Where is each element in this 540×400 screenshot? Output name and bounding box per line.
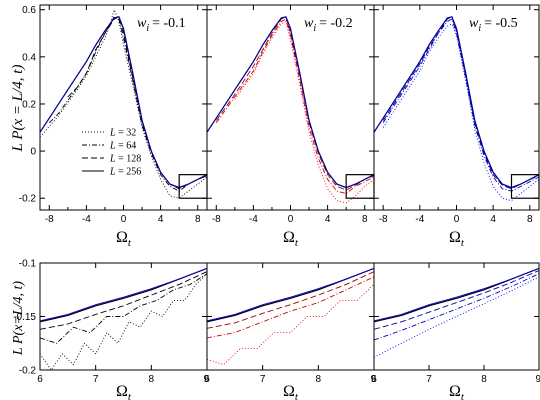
series-line-L-reference: [40, 267, 207, 322]
panel-bottom-1: 6 7 8 9 -0.2 -0.15 -0.1 Ωt: [13, 259, 209, 400]
series-line-L-32: [374, 276, 539, 358]
series-line-L-128: [382, 16, 539, 190]
x-tick-label: 6: [371, 374, 377, 385]
series-line-L-64: [374, 273, 539, 341]
panel-annotation: wi = -0.1: [137, 16, 186, 34]
y-tick-label: -0.2: [19, 366, 37, 377]
legend: L = 32 L = 64 L = 128 L = 256: [82, 128, 141, 178]
series-group: [374, 267, 539, 358]
legend-label: L = 128: [109, 154, 141, 165]
x-axis-label: Ωt: [116, 383, 132, 400]
series-line-L-64: [382, 18, 539, 192]
legend-label: L = 256: [109, 167, 141, 178]
x-axis-label: Ωt: [449, 383, 465, 400]
series-line-L-128: [215, 16, 374, 191]
legend-label: L = 64: [109, 141, 136, 152]
x-tick-label: 8: [362, 214, 368, 225]
y-axis-label-top: L P(x = L/4, t): [10, 65, 26, 153]
series-line-L-reference: [207, 267, 374, 322]
x-tick-label: 8: [149, 374, 155, 385]
series-line-L-128: [67, 16, 207, 190]
series-line-L-256: [40, 267, 207, 323]
series-line-L-256: [207, 16, 374, 189]
panels: -8 -4 0 4 8 -0.2 0 0.2 0.4 0.6 Ωt wi = -0.1 -8 -4 0 4 8 Ωt…: [13, 4, 540, 400]
x-tick-label: 8: [527, 214, 533, 225]
y-tick-label: 0.6: [22, 5, 36, 16]
panel-bottom-3: 6 7 8 9 Ωt: [371, 262, 540, 400]
x-tick-label: 6: [204, 374, 210, 385]
x-tick-label: -8: [45, 214, 54, 225]
x-tick-label: -4: [82, 214, 91, 225]
series-group: [40, 267, 207, 370]
x-tick-label: -4: [415, 214, 424, 225]
panel-top-3: -8 -4 0 4 8 Ωt wi = -0.5: [373, 4, 540, 249]
y-tick-label: 0.2: [22, 99, 36, 110]
series-line-L-64: [48, 16, 207, 192]
y-tick-label: -0.2: [19, 194, 37, 205]
series-line-L-128: [207, 271, 374, 329]
x-tick-label: 7: [426, 374, 432, 385]
x-tick-label: 9: [203, 374, 209, 385]
series-group: [40, 8, 207, 199]
x-tick-label: 8: [316, 374, 322, 385]
x-tick-label: 8: [195, 214, 201, 225]
x-tick-label: 7: [260, 374, 266, 385]
y-axis-label-bottom: L P(x=L/4, t): [11, 281, 26, 356]
series-group: [207, 16, 374, 204]
series-line-L-reference: [374, 267, 539, 322]
series-line-L-32: [234, 20, 374, 204]
series-line-L-256: [207, 267, 374, 323]
panel-annotation: wi = -0.2: [304, 16, 353, 34]
x-tick-label: 8: [481, 374, 487, 385]
plot-frame: [373, 4, 540, 211]
x-tick-label: 9: [370, 374, 376, 385]
x-tick-label: -4: [249, 214, 258, 225]
x-tick-label: 0: [121, 214, 127, 225]
y-tick-label: -0.1: [19, 259, 37, 270]
series-line-L-64: [40, 273, 207, 344]
plot-frame: [39, 4, 208, 211]
x-tick-label: -8: [212, 214, 221, 225]
panel-annotation: wi = -0.5: [469, 16, 518, 34]
series-line-L-256: [374, 16, 539, 189]
x-tick-label: -8: [379, 214, 388, 225]
legend-label: L = 32: [109, 128, 136, 139]
x-tick-label: 6: [37, 374, 43, 385]
y-tick-label: 0.4: [22, 52, 36, 63]
series-line-L-reference: [207, 16, 374, 189]
x-tick-label: 0: [288, 214, 294, 225]
x-tick-label: 9: [535, 374, 540, 385]
y-tick-label: -0.15: [13, 312, 36, 323]
series-group: [207, 267, 374, 366]
series-line-L-reference: [374, 16, 539, 189]
series-line-L-256: [374, 267, 539, 323]
zoom-box: [510, 174, 540, 199]
panel-bottom-2: 6 7 8 9 Ωt: [204, 262, 376, 400]
x-tick-label: 4: [490, 214, 496, 225]
series-line-L-128: [40, 271, 207, 330]
series-line-L-64: [207, 276, 374, 339]
x-axis-label: Ωt: [283, 383, 299, 400]
x-axis-label: Ωt: [283, 229, 299, 249]
series-line-L-64: [215, 18, 374, 194]
x-axis-label: Ωt: [449, 229, 465, 249]
x-axis-label: Ωt: [116, 229, 132, 249]
x-tick-label: 7: [93, 374, 99, 385]
series-line-L-128: [374, 270, 539, 330]
x-tick-label: 0: [454, 214, 460, 225]
series-line-L-32: [207, 284, 374, 366]
series-line-L-32: [40, 273, 207, 370]
series-group: [374, 16, 539, 202]
series-line-L-reference: [40, 16, 207, 189]
y-tick-label: 0: [30, 147, 36, 158]
panel-top-2: -8 -4 0 4 8 Ωt wi = -0.2: [206, 4, 375, 249]
x-tick-label: 4: [158, 214, 164, 225]
x-tick-label: 4: [325, 214, 331, 225]
